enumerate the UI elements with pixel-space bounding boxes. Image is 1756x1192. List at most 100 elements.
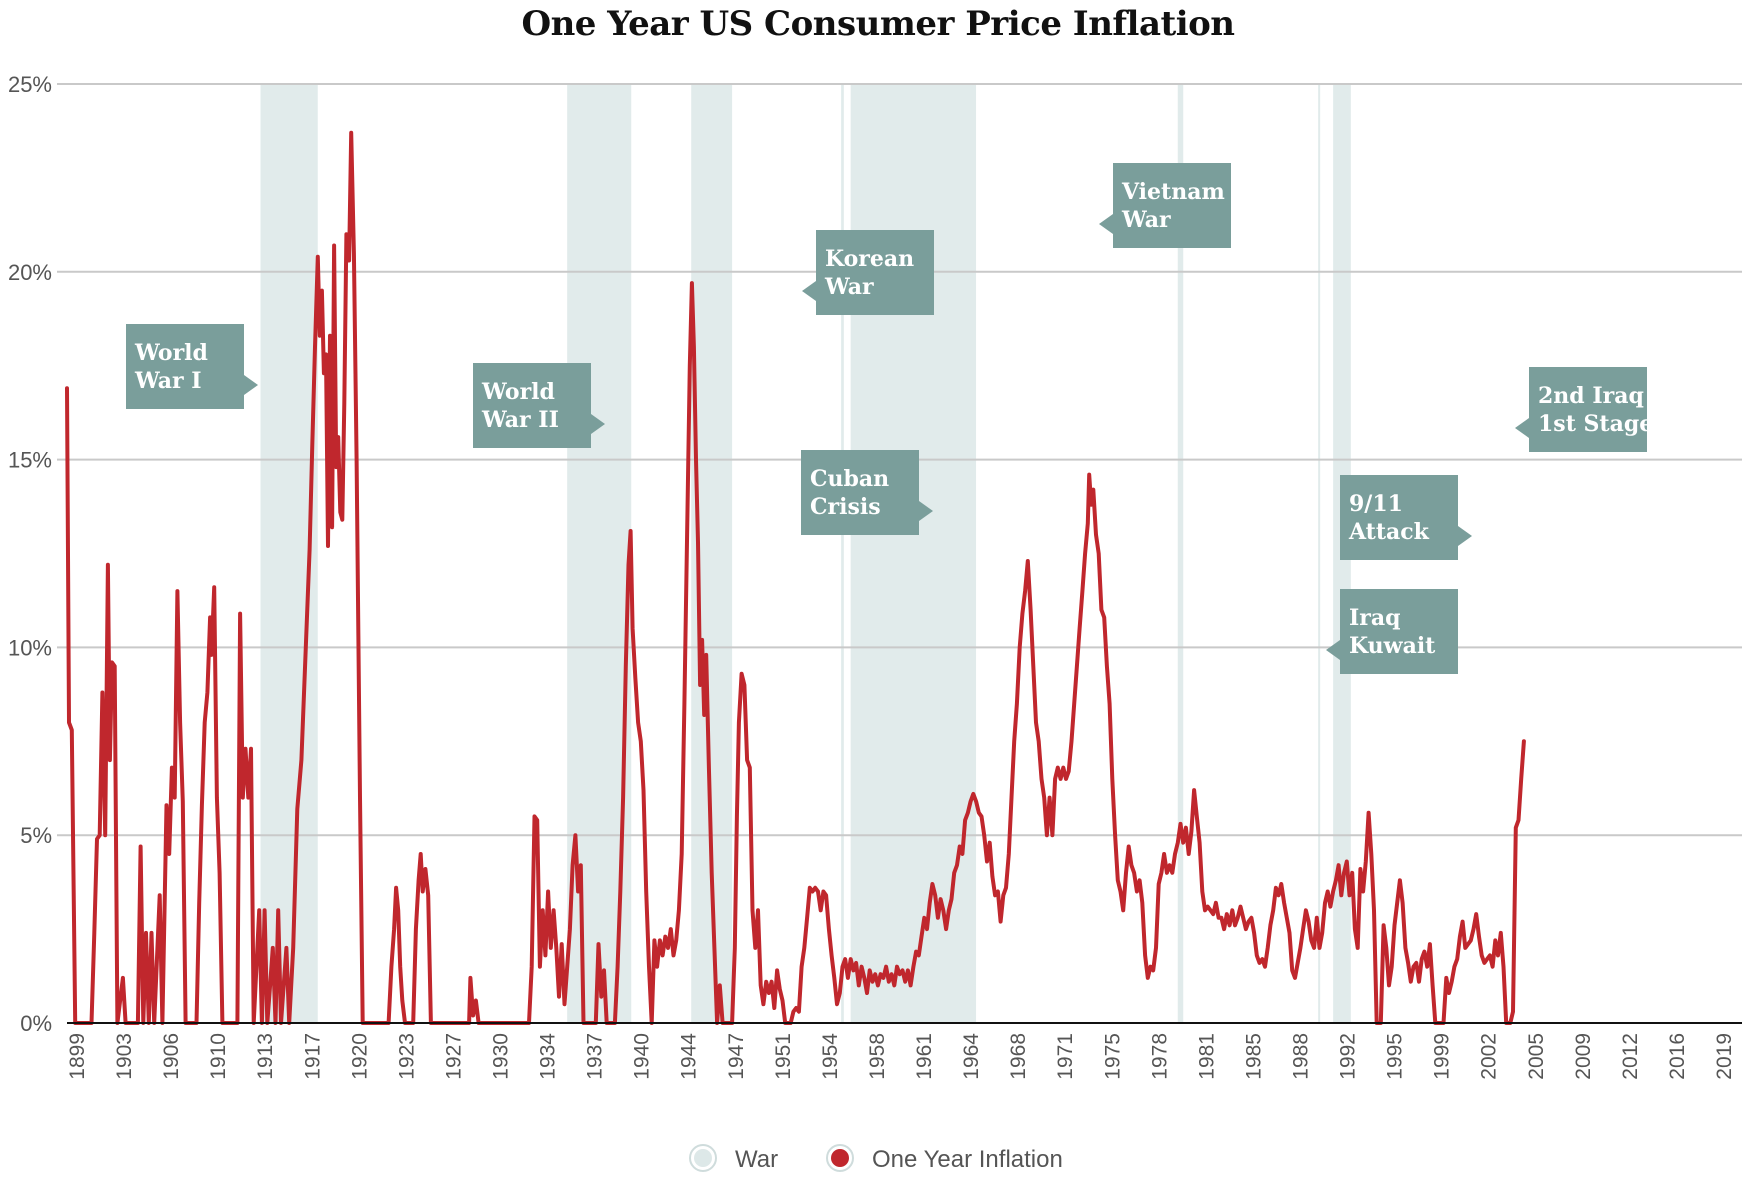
x-tick-label: 1923 [395, 1033, 418, 1080]
callout-label: Crisis [810, 494, 881, 520]
callout-pointer [919, 501, 933, 521]
x-tick-label: 1958 [866, 1033, 889, 1080]
x-tick-label: 1934 [537, 1033, 560, 1080]
x-tick-label: 1913 [254, 1033, 277, 1080]
war-band-4 [850, 84, 977, 1023]
callout-box [1529, 367, 1647, 452]
x-tick-label: 1937 [584, 1033, 607, 1080]
y-tick-label: 5% [20, 823, 52, 848]
x-tick-label: 1981 [1195, 1033, 1218, 1080]
callout-box [1113, 163, 1231, 248]
x-tick-label: 1917 [301, 1033, 324, 1080]
callout-box [1340, 589, 1458, 674]
x-tick-label: 1940 [631, 1033, 654, 1080]
callout-pointer [802, 281, 816, 301]
x-tick-label: 1927 [442, 1033, 465, 1080]
chart-title: One Year US Consumer Price Inflation [521, 4, 1235, 44]
x-tick-label: 1903 [113, 1033, 136, 1080]
callout-label: World [481, 379, 555, 405]
x-tick-label: 1992 [1337, 1033, 1360, 1080]
callout-box [801, 450, 919, 535]
legend-label: One Year Inflation [872, 1146, 1063, 1173]
x-tick-label: 1910 [207, 1033, 230, 1080]
callout-label: World [134, 340, 208, 366]
y-tick-label: 10% [8, 635, 52, 660]
series-layer [65, 130, 1526, 1025]
callout-label: War II [481, 407, 559, 433]
callout-box [473, 363, 591, 448]
x-tick-label: 1999 [1431, 1033, 1454, 1080]
callout-pointer [1458, 526, 1472, 546]
legend-label: War [735, 1146, 778, 1173]
x-tick-label: 2002 [1478, 1033, 1501, 1080]
y-axis-ticks: 0% 5% 10% 15% 20% 25% [8, 72, 52, 1036]
x-tick-label: 1988 [1289, 1033, 1312, 1080]
x-tick-label: 2019 [1713, 1033, 1736, 1080]
callout-pointer [244, 375, 258, 395]
y-tick-label: 20% [8, 260, 52, 285]
callout-label: 1st Stage [1538, 411, 1653, 437]
callout-box [1340, 475, 1458, 560]
legend-item: War [689, 1144, 778, 1173]
callout-label: 9/11 [1349, 491, 1403, 517]
war-band-5 [1177, 84, 1184, 1023]
legend: War One Year Inflation [689, 1144, 1063, 1173]
callout-box [126, 324, 244, 409]
x-tick-label: 1920 [348, 1033, 371, 1080]
x-tick-label: 1899 [66, 1033, 89, 1080]
war-band-3 [841, 84, 844, 1023]
x-tick-label: 1951 [772, 1033, 795, 1080]
x-tick-label: 2009 [1572, 1033, 1595, 1080]
callout-label: War [824, 274, 874, 300]
y-tick-label: 25% [8, 72, 52, 97]
legend-item: One Year Inflation [826, 1144, 1063, 1173]
callout-label: Attack [1348, 519, 1430, 545]
x-tick-label: 2016 [1666, 1033, 1689, 1080]
callout-label: Korean [825, 246, 914, 272]
callout-box [816, 230, 934, 315]
callout-label: 2nd Iraq [1538, 383, 1644, 409]
x-tick-label: 1971 [1054, 1033, 1077, 1080]
x-tick-label: 1964 [960, 1033, 983, 1080]
y-tick-label: 15% [8, 448, 52, 473]
y-tick-label: 0% [20, 1011, 52, 1036]
x-tick-label: 1944 [678, 1033, 701, 1080]
x-tick-label: 1906 [160, 1033, 183, 1080]
callout-label: War I [134, 368, 202, 394]
callout-label: Iraq [1349, 605, 1401, 631]
legend-swatch [694, 1149, 712, 1167]
x-tick-label: 2012 [1619, 1033, 1642, 1080]
callout-label: Vietnam [1121, 179, 1225, 205]
callout-label: War [1121, 207, 1171, 233]
callout-label: Cuban [810, 466, 889, 492]
war-band-6 [1318, 84, 1321, 1023]
x-tick-label: 1978 [1148, 1033, 1171, 1080]
callout-label: Kuwait [1349, 633, 1436, 659]
callout-pointer [1099, 214, 1113, 234]
legend-swatch [831, 1149, 849, 1167]
callout-pointer [1515, 418, 1529, 438]
x-tick-label: 1961 [913, 1033, 936, 1080]
x-tick-label: 1947 [725, 1033, 748, 1080]
callout-pointer [1326, 640, 1340, 660]
x-tick-label: 1975 [1101, 1033, 1124, 1080]
x-tick-label: 1968 [1007, 1033, 1030, 1080]
x-tick-label: 1985 [1242, 1033, 1265, 1080]
series-line-inflation [65, 130, 1526, 1025]
x-axis-ticks: 1899 1903 1906 1910 1913 1917 1920 1923 1927 1930… [66, 1033, 1736, 1080]
x-tick-label: 1954 [819, 1033, 842, 1080]
x-tick-label: 1930 [490, 1033, 513, 1080]
callout-pointer [591, 414, 605, 434]
x-tick-label: 1995 [1384, 1033, 1407, 1080]
x-tick-label: 2005 [1525, 1033, 1548, 1080]
